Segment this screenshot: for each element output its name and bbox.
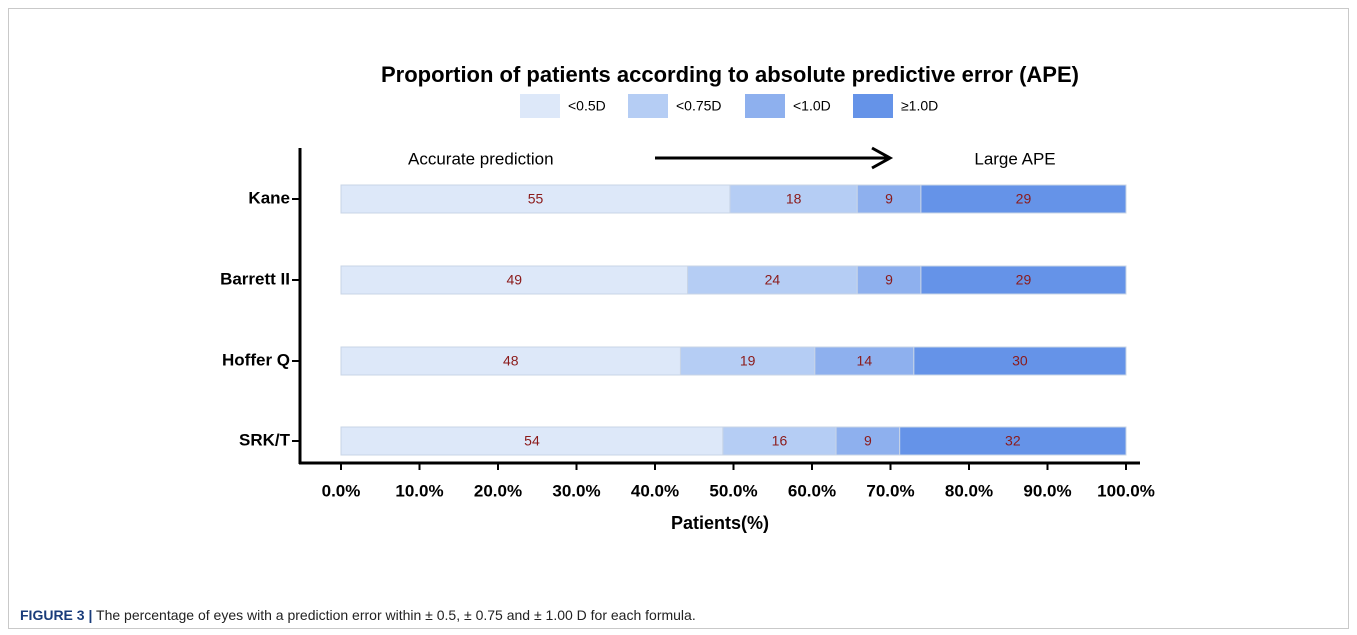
bar-segment xyxy=(340,426,724,456)
data-label: 30 xyxy=(1012,353,1028,369)
y-tick-label: SRK/T xyxy=(239,430,291,449)
bar-segment xyxy=(722,426,837,456)
bar-segment xyxy=(729,184,858,214)
x-tick-label: 40.0% xyxy=(631,481,679,500)
bar-segment xyxy=(679,346,816,376)
chart: Proportion of patients according to abso… xyxy=(220,62,1155,533)
x-tick-label: 0.0% xyxy=(322,481,361,500)
legend-label: <0.75D xyxy=(676,98,722,114)
x-tick-label: 80.0% xyxy=(945,481,993,500)
caption: FIGURE 3 | The percentage of eyes with a… xyxy=(20,607,696,623)
legend-swatch xyxy=(628,94,668,118)
data-label: 48 xyxy=(503,353,519,369)
figure-frame xyxy=(8,8,1349,629)
legend-label: ≥1.0D xyxy=(901,98,938,114)
y-tick-label: Hoffer Q xyxy=(222,350,290,369)
bar-segment xyxy=(814,346,915,376)
bar-segment xyxy=(920,184,1127,214)
legend-swatch xyxy=(853,94,893,118)
y-tick-label: Kane xyxy=(248,188,290,207)
bar-segment xyxy=(920,265,1127,295)
x-tick-label: 60.0% xyxy=(788,481,836,500)
data-label: 9 xyxy=(885,272,893,288)
bar-segment xyxy=(899,426,1127,456)
data-label: 55 xyxy=(528,191,544,207)
y-tick-label: Barrett II xyxy=(220,269,290,288)
legend-swatch xyxy=(520,94,560,118)
bar-segment xyxy=(835,426,901,456)
bar-segment xyxy=(340,265,689,295)
x-tick-label: 70.0% xyxy=(866,481,914,500)
bar-segment xyxy=(340,184,731,214)
x-tick-label: 10.0% xyxy=(395,481,443,500)
annotation: Large APE xyxy=(974,149,1055,168)
caption-label: FIGURE 3 | xyxy=(20,607,93,623)
caption-text: The percentage of eyes with a prediction… xyxy=(96,607,696,623)
data-label: 9 xyxy=(864,433,872,449)
annotation: Accurate prediction xyxy=(408,149,554,168)
legend-swatch xyxy=(745,94,785,118)
bar-segment xyxy=(687,265,858,295)
bar-segment xyxy=(856,265,922,295)
chart-title: Proportion of patients according to abso… xyxy=(381,62,1079,87)
data-label: 19 xyxy=(740,353,756,369)
data-label: 29 xyxy=(1016,272,1032,288)
legend-label: <0.5D xyxy=(568,98,606,114)
x-tick-label: 90.0% xyxy=(1023,481,1071,500)
x-axis-title: Patients(%) xyxy=(671,513,769,533)
bar-segment xyxy=(340,346,681,376)
data-label: 29 xyxy=(1016,191,1032,207)
legend-label: <1.0D xyxy=(793,98,831,114)
data-label: 18 xyxy=(786,191,802,207)
data-label: 14 xyxy=(857,353,873,369)
bar-segment xyxy=(913,346,1127,376)
x-tick-label: 50.0% xyxy=(709,481,757,500)
data-label: 32 xyxy=(1005,433,1021,449)
bar-segment xyxy=(856,184,922,214)
x-tick-label: 20.0% xyxy=(474,481,522,500)
arrow-head xyxy=(871,146,894,170)
data-label: 54 xyxy=(524,433,540,449)
data-label: 9 xyxy=(885,191,893,207)
data-label: 16 xyxy=(772,433,788,449)
data-label: 49 xyxy=(506,272,522,288)
data-label: 24 xyxy=(765,272,781,288)
x-tick-label: 100.0% xyxy=(1097,481,1155,500)
x-tick-label: 30.0% xyxy=(552,481,600,500)
